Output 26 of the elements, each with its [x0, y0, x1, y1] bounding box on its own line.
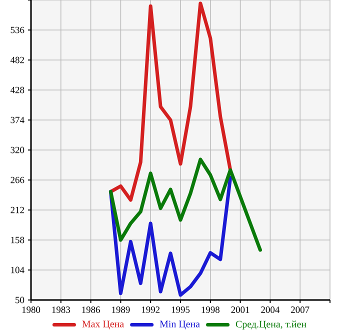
- legend-label: Max Цена: [82, 320, 124, 330]
- line-series: [108, 2, 232, 202]
- line-series: [108, 176, 232, 297]
- y-tick-label: 428: [10, 86, 24, 94]
- x-tick-label: 2004: [261, 306, 280, 313]
- x-tick-label: 1995: [172, 306, 190, 313]
- y-tick-label: 104: [11, 266, 24, 274]
- y-tick-label: 212: [10, 206, 24, 214]
- x-tick-label: 2001: [231, 306, 250, 313]
- line-series: [108, 158, 262, 252]
- y-tick-label: 266: [10, 176, 24, 184]
- y-tick-label: 158: [11, 236, 24, 244]
- y-tick-label: 482: [10, 56, 24, 64]
- legend-label: Сред.Цена, т.йен: [236, 320, 306, 330]
- x-tick-label: 2007: [291, 306, 310, 313]
- y-tick-label: 536: [10, 26, 24, 34]
- y-tick-label: 374: [10, 116, 24, 124]
- x-tick-label: 1992: [142, 306, 160, 313]
- x-tick-label: 1983: [52, 306, 70, 313]
- x-tick-label: 1998: [202, 306, 220, 313]
- x-tick-label: 1980: [22, 306, 40, 313]
- y-tick-label: 320: [10, 146, 24, 154]
- legend-label: Min Цена: [160, 320, 200, 330]
- x-tick-label: 1989: [112, 306, 130, 313]
- y-tick-label: 50: [16, 296, 24, 304]
- x-tick-label: 1986: [82, 306, 100, 313]
